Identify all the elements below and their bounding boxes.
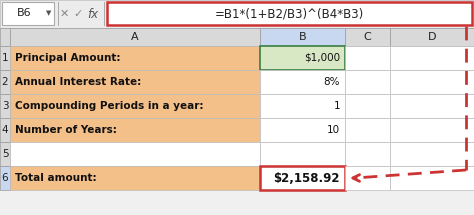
Bar bbox=[345, 70, 390, 94]
Bar bbox=[10, 166, 260, 190]
Text: Annual Interest Rate:: Annual Interest Rate: bbox=[15, 77, 141, 87]
Text: A: A bbox=[131, 32, 139, 42]
Text: 3: 3 bbox=[2, 101, 9, 111]
Bar bbox=[260, 142, 345, 166]
Bar bbox=[0, 94, 10, 118]
Bar bbox=[345, 94, 390, 118]
Bar bbox=[10, 70, 260, 94]
Text: Compounding Periods in a year:: Compounding Periods in a year: bbox=[15, 101, 203, 111]
Bar bbox=[390, 142, 474, 166]
Text: =B1*(1+B2/B3)^(B4*B3): =B1*(1+B2/B3)^(B4*B3) bbox=[215, 8, 364, 20]
Bar bbox=[260, 94, 345, 118]
Bar bbox=[260, 46, 345, 70]
Text: $2,158.92: $2,158.92 bbox=[273, 172, 340, 184]
Bar bbox=[10, 46, 260, 70]
Bar bbox=[2, 2, 54, 25]
Text: 1: 1 bbox=[333, 101, 340, 111]
Text: B6: B6 bbox=[17, 9, 31, 18]
Bar bbox=[390, 28, 474, 46]
Bar bbox=[10, 28, 260, 46]
Text: 8%: 8% bbox=[323, 77, 340, 87]
Text: ✕: ✕ bbox=[59, 9, 69, 19]
Text: D: D bbox=[428, 32, 436, 42]
Bar bbox=[0, 0, 474, 28]
Bar bbox=[390, 70, 474, 94]
Text: ▼: ▼ bbox=[46, 11, 52, 17]
Bar bbox=[345, 118, 390, 142]
Text: 1: 1 bbox=[2, 53, 9, 63]
Bar bbox=[10, 142, 260, 166]
Bar bbox=[0, 166, 10, 190]
Bar bbox=[0, 70, 10, 94]
Text: fx: fx bbox=[87, 8, 99, 20]
Bar bbox=[10, 94, 260, 118]
Bar bbox=[260, 28, 345, 46]
Text: Total amount:: Total amount: bbox=[15, 173, 97, 183]
Bar bbox=[0, 46, 10, 70]
Text: B: B bbox=[299, 32, 306, 42]
Bar bbox=[0, 118, 10, 142]
Bar bbox=[0, 142, 10, 166]
Bar bbox=[260, 70, 345, 94]
Text: 5: 5 bbox=[2, 149, 9, 159]
Text: 6: 6 bbox=[2, 173, 9, 183]
Bar bbox=[390, 94, 474, 118]
Bar bbox=[345, 46, 390, 70]
Bar bbox=[390, 118, 474, 142]
Text: 10: 10 bbox=[327, 125, 340, 135]
Text: 2: 2 bbox=[2, 77, 9, 87]
Bar bbox=[345, 142, 390, 166]
Text: 4: 4 bbox=[2, 125, 9, 135]
Bar bbox=[10, 118, 260, 142]
Text: $1,000: $1,000 bbox=[304, 53, 340, 63]
Bar bbox=[107, 2, 472, 25]
Bar bbox=[390, 166, 474, 190]
Bar bbox=[260, 118, 345, 142]
Text: ✓: ✓ bbox=[73, 9, 82, 19]
Text: Number of Years:: Number of Years: bbox=[15, 125, 117, 135]
Bar bbox=[345, 28, 390, 46]
Bar bbox=[345, 166, 390, 190]
Text: Principal Amount:: Principal Amount: bbox=[15, 53, 120, 63]
Text: C: C bbox=[364, 32, 371, 42]
Bar bbox=[390, 46, 474, 70]
Bar bbox=[0, 28, 10, 46]
Bar bbox=[260, 166, 345, 190]
